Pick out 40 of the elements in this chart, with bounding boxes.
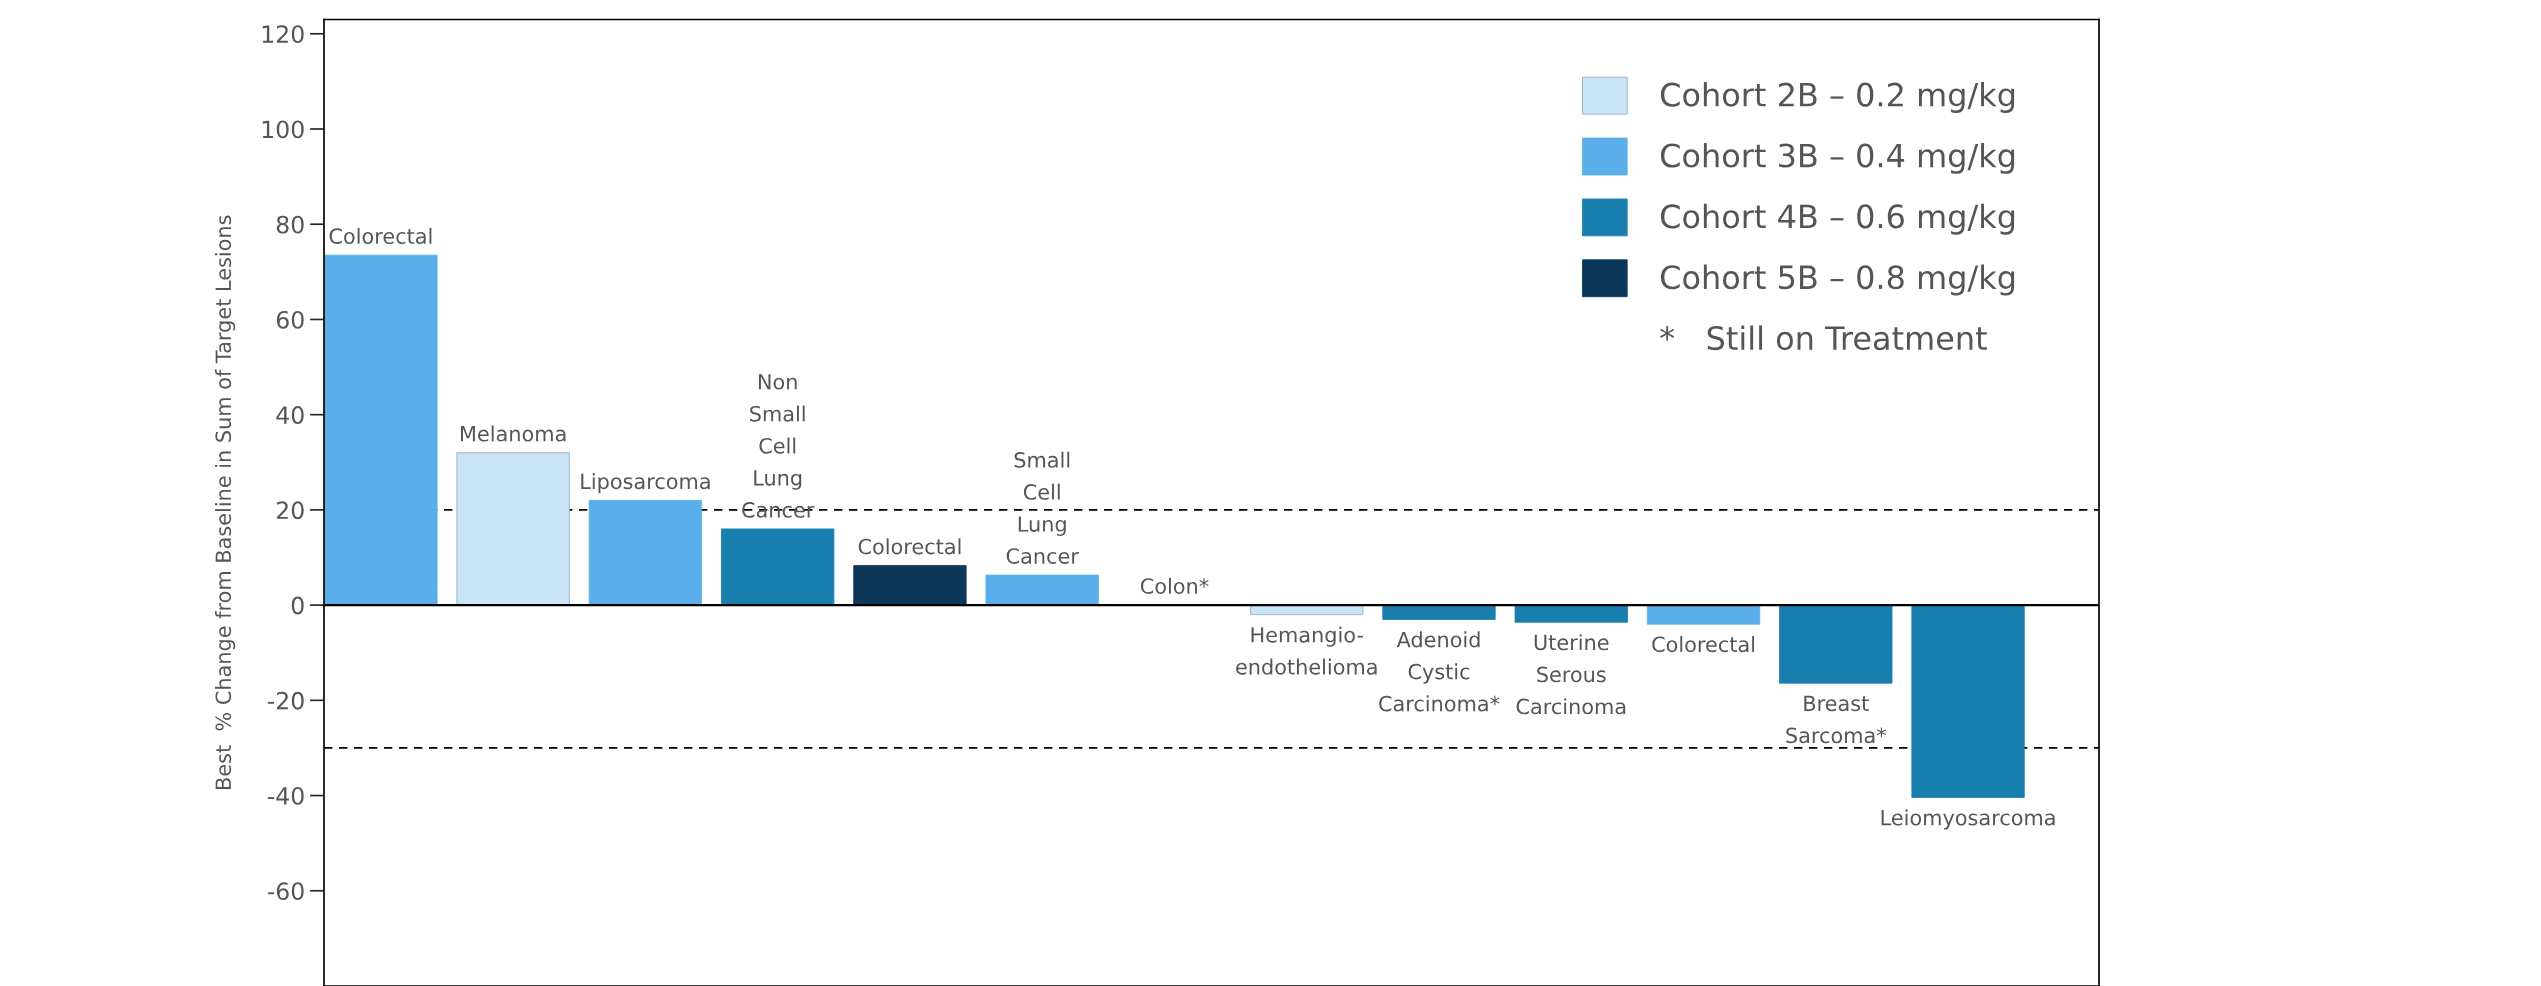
y-tick-label: 100 xyxy=(262,120,304,139)
x-tick-label: Colorectal xyxy=(329,227,432,244)
x-tick-label: Hemangio- endothelioma xyxy=(1236,626,1377,675)
x-tick-label: Colon* xyxy=(1140,577,1209,594)
y-tick-label: 60 xyxy=(276,310,304,329)
x-tick-label: Liposarcoma xyxy=(581,473,710,494)
bar xyxy=(456,452,570,606)
bar xyxy=(1779,604,1893,684)
y-tick-label: 0 xyxy=(291,596,304,615)
y-tick-label: 20 xyxy=(276,501,304,520)
y-tick-label: -60 xyxy=(267,882,304,901)
legend-label: Cohort 5B – 0.8 mg/kg xyxy=(1660,264,2015,296)
bar xyxy=(853,565,967,606)
y-tick-label: 120 xyxy=(262,25,304,44)
y-tick-label: 40 xyxy=(276,406,304,424)
x-tick-label: Colorectal xyxy=(858,538,961,555)
bar xyxy=(588,499,703,606)
legend-label: Cohort 3B – 0.4 mg/kg xyxy=(1660,142,2015,174)
y-tick-label: -40 xyxy=(267,787,304,805)
x-tick-label: Non Small Cell Lung Cancer xyxy=(742,374,815,518)
x-tick-label: Adenoid Cystic Carcinoma* xyxy=(1379,631,1500,712)
bar xyxy=(985,574,1099,606)
y-tick-label: 80 xyxy=(276,215,304,234)
x-tick-label: Colorectal xyxy=(1652,636,1755,653)
x-tick-label: Uterine Serous Carcinoma xyxy=(1516,634,1626,715)
bar xyxy=(1911,604,2025,798)
x-tick-label: Leiomyosarcoma xyxy=(1881,809,2055,830)
x-tick-label: Small Cell Lung Cancer xyxy=(1006,451,1079,564)
bar xyxy=(324,254,438,606)
annotation: * Still on Treatment xyxy=(1660,325,1987,351)
bar xyxy=(721,528,835,606)
bar xyxy=(1646,604,1761,625)
x-tick-label: Breast Sarcoma* xyxy=(1786,695,1887,744)
legend-label: Cohort 2B – 0.2 mg/kg xyxy=(1660,82,2015,113)
x-tick-label: Melanoma xyxy=(461,425,566,442)
y-axis-title: Best % Change from Baseline in Sum of Target Lesions xyxy=(215,215,236,789)
bar xyxy=(1514,604,1628,623)
legend-label: Cohort 4B – 0.6 mg/kg xyxy=(1660,203,2015,235)
bar xyxy=(1382,604,1496,620)
y-tick-label: -20 xyxy=(267,691,304,710)
